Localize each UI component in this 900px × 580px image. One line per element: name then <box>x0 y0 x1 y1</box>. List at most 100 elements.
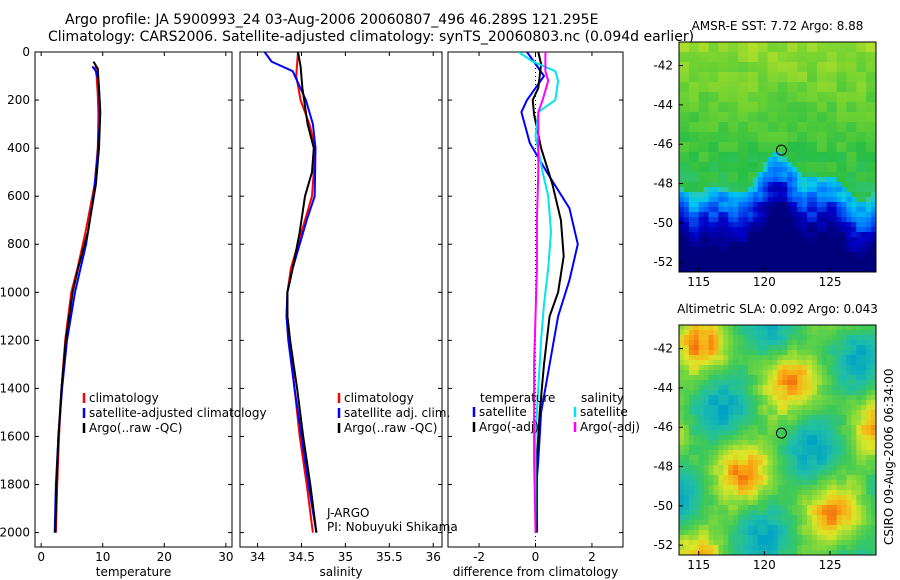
map-cell <box>826 355 833 361</box>
map-cell <box>807 505 813 511</box>
map-cell <box>708 57 714 63</box>
map-cell <box>698 237 705 243</box>
map-cell <box>826 385 833 391</box>
map-cell <box>866 540 872 546</box>
map-cell <box>718 400 724 406</box>
map-cell <box>851 242 857 248</box>
map-cell <box>856 500 862 506</box>
map-cell <box>679 535 685 541</box>
map-cell <box>836 410 842 416</box>
map-cell <box>728 177 734 183</box>
map-cell <box>718 162 724 168</box>
map-cell <box>836 52 842 58</box>
map-cell <box>811 360 818 366</box>
map-cell <box>728 217 734 223</box>
map-cell <box>851 365 857 371</box>
map-cell <box>713 390 719 396</box>
y-tick-label: -42 <box>653 59 673 73</box>
map-cell <box>708 330 714 336</box>
map-cell <box>713 222 719 228</box>
map-cell <box>856 385 862 391</box>
map-cell <box>757 122 764 128</box>
map-cell <box>679 42 685 48</box>
map-cell <box>683 87 690 93</box>
map-cell <box>733 475 739 481</box>
map-cell <box>846 172 852 178</box>
map-cell <box>718 455 724 461</box>
map-cell <box>698 157 705 163</box>
map-cell <box>713 242 719 248</box>
map-cell <box>861 257 867 263</box>
map-cell <box>802 247 808 253</box>
map-cell <box>866 405 872 411</box>
map-cell <box>846 480 852 486</box>
map-cell <box>747 335 754 341</box>
map-cell <box>743 147 749 153</box>
map-cell <box>821 222 828 228</box>
map-cell <box>851 435 857 441</box>
map-cell <box>782 530 788 536</box>
map-cell <box>772 335 778 341</box>
map-cell <box>787 232 793 238</box>
map-cell <box>871 415 877 421</box>
map-cell <box>846 242 852 248</box>
map-cell <box>728 395 734 401</box>
map-cell <box>807 430 813 436</box>
map-cell <box>821 355 828 361</box>
map-cell <box>831 197 837 203</box>
map-cell <box>777 177 783 183</box>
map-cell <box>831 370 837 376</box>
map-cell <box>743 92 749 98</box>
map-cell <box>787 97 793 103</box>
map-cell <box>747 350 754 356</box>
map-cell <box>683 545 690 551</box>
map-cell <box>816 62 823 68</box>
map-cell <box>811 207 818 213</box>
map-cell <box>826 410 833 416</box>
map-cell <box>683 380 690 386</box>
map-cell <box>683 47 690 53</box>
map-cell <box>688 132 695 138</box>
map-cell <box>777 445 783 451</box>
map-cell <box>752 370 759 376</box>
map-cell <box>688 345 695 351</box>
map-cell <box>826 222 833 228</box>
map-cell <box>703 465 709 471</box>
map-cell <box>816 117 823 123</box>
map-cell <box>821 202 828 208</box>
map-cell <box>831 137 837 143</box>
map-cell <box>787 410 793 416</box>
map-cell <box>856 257 862 263</box>
map-cell <box>733 237 739 243</box>
map-cell <box>772 217 778 223</box>
map-cell <box>836 430 842 436</box>
map-cell <box>856 137 862 143</box>
map-cell <box>861 425 867 431</box>
map-cell <box>757 510 764 516</box>
map-cell <box>787 355 793 361</box>
map-cell <box>703 47 709 53</box>
map-cell <box>826 405 833 411</box>
map-cell <box>723 157 729 163</box>
map-cell <box>752 112 759 118</box>
map-cell <box>836 127 842 133</box>
map-cell <box>787 495 793 501</box>
map-cell <box>831 505 837 511</box>
map-cell <box>787 177 793 183</box>
map-cell <box>679 475 685 481</box>
map-cell <box>866 425 872 431</box>
map-cell <box>728 330 734 336</box>
map-cell <box>693 540 700 546</box>
map-cell <box>703 147 709 153</box>
map-cell <box>762 122 769 128</box>
map-cell <box>802 485 808 491</box>
map-cell <box>767 97 773 103</box>
map-cell <box>782 47 788 53</box>
map-cell <box>688 545 695 551</box>
map-cell <box>846 127 852 133</box>
map-cell <box>747 515 754 521</box>
map-cell <box>871 545 877 551</box>
map-cell <box>708 455 714 461</box>
map-cell <box>679 122 685 128</box>
map-cell <box>851 247 857 253</box>
